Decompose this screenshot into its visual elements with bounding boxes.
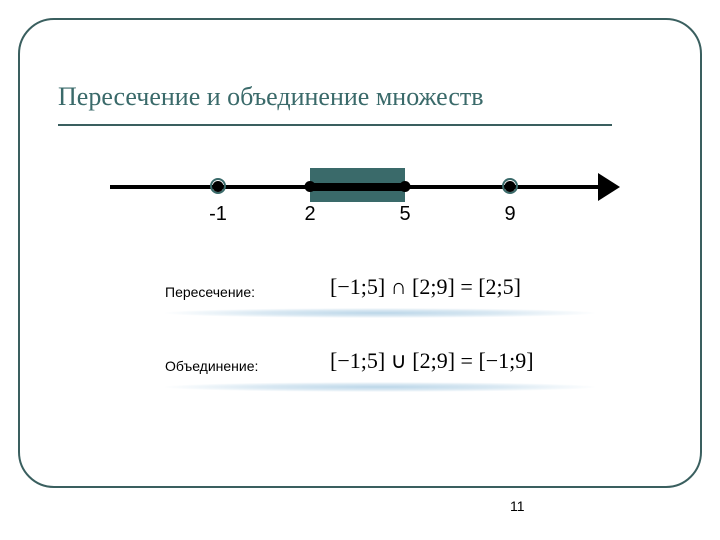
tick-label: 9 — [504, 203, 515, 226]
intersection-row: Пересечение: [−1;5] ∩ [2;9] = [2;5] — [165, 270, 660, 316]
point-dot — [505, 181, 516, 192]
highlight-sweep — [165, 308, 595, 318]
tick-label: -1 — [209, 203, 227, 226]
union-row: Объединение: [−1;5] ∪ [2;9] = [−1;9] — [165, 344, 660, 390]
highlight-sweep — [165, 382, 595, 392]
point-dot — [213, 181, 224, 192]
tick-label: 2 — [304, 203, 315, 226]
axis-arrow — [598, 173, 620, 201]
slide-title: Пересечение и объединение множеств — [58, 82, 484, 112]
point-dot — [400, 181, 411, 192]
title-underline — [58, 124, 612, 126]
number-line-diagram: -1 2 5 9 — [110, 155, 630, 235]
row-label: Объединение: — [165, 358, 258, 374]
tick-label: 5 — [399, 203, 410, 226]
row-math: [−1;5] ∪ [2;9] = [−1;9] — [330, 348, 534, 374]
page-number: 11 — [510, 498, 525, 514]
overlay-segment — [310, 183, 405, 191]
row-label: Пересечение: — [165, 284, 255, 300]
row-math: [−1;5] ∩ [2;9] = [2;5] — [330, 274, 521, 300]
point-dot — [305, 181, 316, 192]
